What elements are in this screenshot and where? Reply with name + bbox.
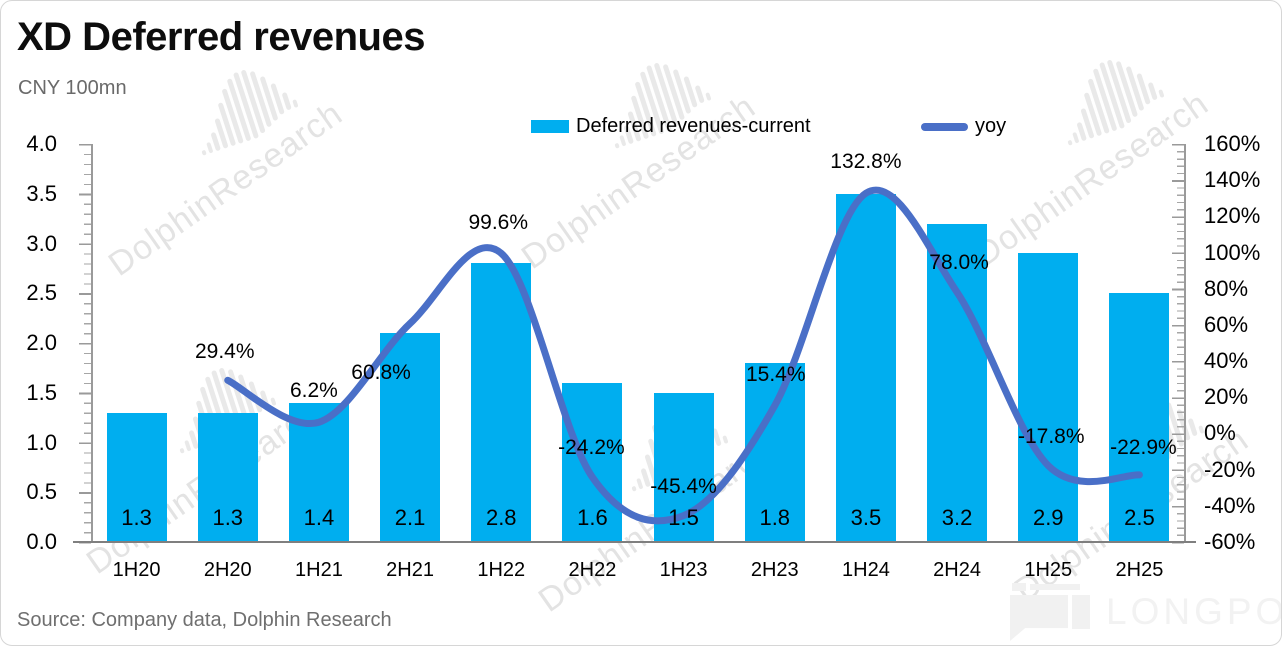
y-axis-label-right: -60% xyxy=(1204,529,1256,554)
x-axis-label: 1H22 xyxy=(477,559,526,581)
x-axis-label: 2H21 xyxy=(386,559,434,581)
yoy-data-label: 99.6% xyxy=(468,211,529,235)
yoy-data-label: 132.8% xyxy=(830,150,902,174)
y-axis-label-left: 4.0 xyxy=(26,131,57,156)
bar-1H24 xyxy=(835,193,896,542)
bar-value-label: 2.9 xyxy=(1032,505,1064,530)
y-axis-label-right: 80% xyxy=(1204,275,1249,301)
y-axis-label-right: 60% xyxy=(1204,311,1249,337)
y-axis-label-right: -20% xyxy=(1204,456,1256,482)
longport-logo-icon xyxy=(1012,583,1026,591)
legend-line-swatch xyxy=(921,122,968,131)
legend-bar-swatch xyxy=(531,120,569,133)
y-axis-label-right: 100% xyxy=(1204,239,1261,265)
bar-value-label: 1.5 xyxy=(668,505,699,530)
yoy-data-label: 78.0% xyxy=(929,251,989,275)
x-axis-label: 1H20 xyxy=(112,559,161,581)
y-axis-label-right: 20% xyxy=(1204,384,1249,410)
bar-value-label: 1.4 xyxy=(303,505,335,530)
bar-1H25 xyxy=(1018,253,1079,542)
right-axis-major-ticks xyxy=(1172,144,1184,544)
bar-value-label: 1.8 xyxy=(759,505,791,530)
longport-logo-icon xyxy=(1030,584,1080,590)
left-axis-major-ticks xyxy=(79,144,91,544)
y-axis-label-left: 2.5 xyxy=(26,280,57,306)
page-title: XD Deferred revenues xyxy=(17,15,425,59)
yoy-data-label: -24.2% xyxy=(558,436,625,460)
y-axis-label-left: 0.0 xyxy=(26,529,57,554)
x-axis-label: 1H25 xyxy=(1024,559,1073,581)
bar-value-label: 2.1 xyxy=(394,505,426,530)
y-axis-label-left: 1.5 xyxy=(26,379,57,405)
dolphin-logo-icon xyxy=(614,63,711,149)
bar-1H20 xyxy=(106,412,167,542)
bar-value-label: 3.2 xyxy=(941,505,973,530)
dolphin-watermark-text: DolphinResearch xyxy=(101,94,350,284)
x-axis-label: 1H24 xyxy=(842,559,890,581)
legend-label: Deferred revenues-current xyxy=(576,115,811,137)
legend-item-yoy: yoy xyxy=(921,115,1006,138)
x-axis-label: 2H22 xyxy=(568,559,617,581)
y-axis-label-right: 40% xyxy=(1204,348,1249,374)
x-axis-label: 1H21 xyxy=(295,559,343,581)
right-axis-line xyxy=(1184,144,1186,543)
dolphin-watermark: DolphinResearch xyxy=(101,53,443,293)
y-axis-label-right: 0% xyxy=(1204,420,1236,446)
y-axis-label-right: 120% xyxy=(1204,203,1261,229)
longport-brand: LONGPORT xyxy=(1006,579,1281,643)
yoy-data-label: 60.8% xyxy=(351,361,411,385)
y-axis-label-left: 1.0 xyxy=(26,429,57,455)
legend-label: yoy xyxy=(975,115,1007,137)
bar-value-label: 1.3 xyxy=(121,505,152,530)
yoy-data-label: -22.9% xyxy=(1110,435,1177,459)
longport-logo-icon xyxy=(1010,595,1068,641)
y-axis-label-left: 3.0 xyxy=(26,230,57,256)
x-axis-line xyxy=(73,541,1196,544)
y-axis-label-right: 140% xyxy=(1204,167,1261,193)
legend-item-deferred-revenues: Deferred revenues-current xyxy=(531,115,811,138)
x-axis-label: 1H23 xyxy=(659,559,708,581)
x-axis-label: 2H24 xyxy=(933,559,981,581)
bar-value-label: 1.3 xyxy=(212,505,244,530)
x-axis-label: 2H25 xyxy=(1115,559,1164,581)
bar-value-label: 1.6 xyxy=(577,505,608,530)
yoy-data-label: 29.4% xyxy=(194,340,255,364)
y-axis-label-left: 3.5 xyxy=(26,180,57,206)
y-axis-label-right: -40% xyxy=(1204,492,1256,518)
source-note: Source: Company data, Dolphin Research xyxy=(17,609,392,631)
dolphin-logo-icon xyxy=(1067,60,1164,146)
bar-value-label: 2.8 xyxy=(485,505,517,530)
axis-unit-label: CNY 100mn xyxy=(18,77,127,99)
longport-logo-icon xyxy=(1072,595,1090,629)
bar-value-label: 2.5 xyxy=(1124,505,1155,530)
left-axis-line xyxy=(91,144,93,543)
yoy-data-label: -45.4% xyxy=(650,474,717,498)
bar-1H22 xyxy=(471,263,532,542)
yoy-data-label: 6.2% xyxy=(289,379,338,403)
x-axis-label: 2H20 xyxy=(203,559,252,581)
y-axis-label-right: 160% xyxy=(1204,131,1261,156)
yoy-data-label: 15.4% xyxy=(745,362,806,386)
y-axis-label-left: 0.5 xyxy=(26,479,57,505)
longport-brand-text: LONGPORT xyxy=(1106,591,1281,632)
yoy-data-label: -17.8% xyxy=(1017,424,1085,448)
dolphin-logo-icon xyxy=(201,70,298,156)
bar-value-label: 3.5 xyxy=(850,505,882,530)
y-axis-label-left: 2.0 xyxy=(26,330,57,355)
x-axis-label: 2H23 xyxy=(750,559,799,581)
dolphin-watermark: DolphinResearch xyxy=(515,46,856,286)
